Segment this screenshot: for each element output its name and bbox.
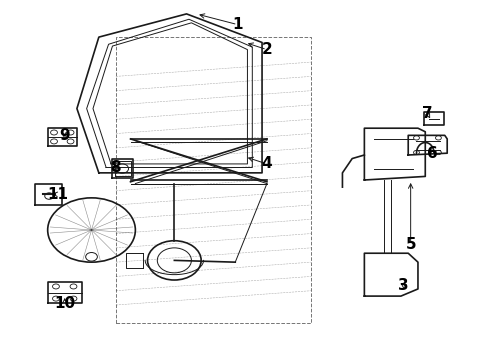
Text: 10: 10 — [54, 296, 75, 311]
Text: 9: 9 — [59, 128, 70, 143]
Text: 7: 7 — [422, 107, 433, 121]
Text: 5: 5 — [405, 237, 416, 252]
Text: 1: 1 — [232, 17, 243, 32]
Text: 4: 4 — [262, 157, 272, 171]
Text: 2: 2 — [262, 42, 272, 57]
Text: 3: 3 — [398, 278, 409, 293]
Text: 6: 6 — [427, 146, 438, 161]
Text: 11: 11 — [47, 187, 68, 202]
Text: 8: 8 — [111, 160, 121, 175]
